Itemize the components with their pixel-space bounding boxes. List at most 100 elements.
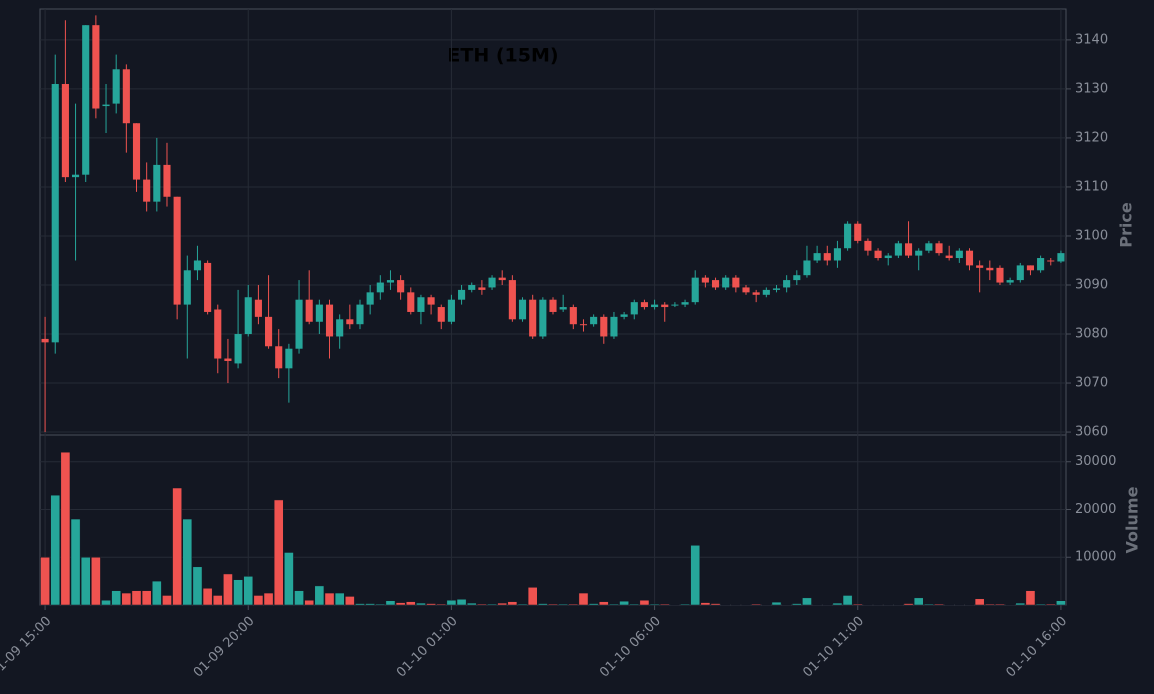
volume-bar bbox=[700, 602, 711, 606]
volume-bar bbox=[405, 601, 416, 606]
volume-bar bbox=[223, 573, 233, 606]
candle-body bbox=[864, 240, 872, 251]
candle-body bbox=[346, 319, 354, 325]
candle-body bbox=[417, 297, 425, 312]
volume-bar bbox=[284, 552, 294, 606]
volume-bar bbox=[588, 603, 599, 606]
candle-body bbox=[397, 280, 405, 293]
volume-bar bbox=[395, 602, 406, 606]
volume-bar bbox=[802, 597, 812, 606]
volume-bar bbox=[507, 601, 518, 606]
candle-body bbox=[793, 275, 801, 281]
candle-body bbox=[386, 280, 395, 283]
volume-bar bbox=[487, 603, 497, 606]
candle-body bbox=[427, 297, 435, 305]
volume-bar bbox=[619, 600, 629, 606]
volume-bar bbox=[233, 579, 243, 606]
candle-body bbox=[1047, 260, 1055, 262]
candle-body bbox=[254, 299, 262, 317]
candle-body bbox=[894, 243, 902, 256]
candle-body bbox=[1037, 258, 1045, 271]
candle-body bbox=[742, 287, 750, 293]
volume-bar bbox=[111, 590, 122, 606]
volume-bar bbox=[924, 603, 934, 606]
volume-bar bbox=[192, 566, 203, 606]
candle-body bbox=[874, 250, 882, 259]
candle-body bbox=[844, 223, 852, 249]
candle-body bbox=[915, 250, 923, 256]
volume-bar bbox=[243, 576, 254, 606]
y-tick-label: 3070 bbox=[1075, 376, 1108, 391]
candle-body bbox=[92, 25, 100, 109]
volume-bar bbox=[995, 603, 1005, 606]
volume-bar bbox=[842, 595, 853, 606]
volume-bar bbox=[903, 603, 914, 606]
candle-body bbox=[976, 265, 984, 268]
candle-body bbox=[722, 277, 730, 288]
candle-body bbox=[783, 280, 791, 288]
candle-body bbox=[265, 316, 273, 347]
candle-body bbox=[224, 358, 232, 361]
volume-bar bbox=[639, 599, 650, 606]
volume-bar bbox=[659, 603, 670, 606]
y-tick-label: 3060 bbox=[1075, 425, 1108, 440]
volume-bar bbox=[141, 590, 152, 606]
candle-body bbox=[112, 69, 120, 104]
volume-bar bbox=[253, 595, 264, 606]
volume-bar bbox=[385, 600, 396, 606]
volume-bar bbox=[60, 451, 71, 606]
volume-bar bbox=[202, 588, 213, 606]
price-frame bbox=[39, 8, 1067, 436]
x-tick-label: 01-09 15:00 bbox=[0, 614, 54, 681]
volume-bar bbox=[212, 595, 223, 606]
volume-tick-label: 20000 bbox=[1075, 502, 1116, 517]
candle-body bbox=[579, 324, 588, 326]
volume-bar bbox=[314, 585, 325, 606]
candle-body bbox=[437, 307, 445, 322]
volume-bar bbox=[1045, 603, 1056, 606]
y-tick-label: 3100 bbox=[1075, 228, 1108, 243]
volume-tick-label: 10000 bbox=[1075, 550, 1116, 565]
volume-bar bbox=[121, 592, 132, 606]
x-tick-label: 01-10 11:00 bbox=[800, 614, 867, 681]
candle-body bbox=[82, 25, 90, 175]
candle-body bbox=[732, 277, 740, 288]
candle-body bbox=[945, 255, 953, 259]
volume-bar bbox=[456, 599, 467, 606]
volume-bar bbox=[172, 487, 182, 606]
candle-body bbox=[590, 316, 598, 325]
candle-body bbox=[935, 243, 943, 254]
x-tick-label: 01-09 20:00 bbox=[191, 614, 258, 681]
candle-body bbox=[904, 243, 913, 256]
volume-bar bbox=[974, 598, 985, 606]
candle-body bbox=[234, 334, 242, 364]
volume-bar bbox=[852, 603, 863, 606]
candle-body bbox=[549, 299, 557, 312]
candle-body bbox=[569, 307, 577, 325]
volume-bar bbox=[40, 556, 50, 606]
volume-bar bbox=[771, 601, 782, 606]
volume-bar bbox=[375, 603, 386, 606]
candle-body bbox=[752, 292, 760, 295]
candle-body bbox=[275, 346, 283, 369]
candle-body bbox=[884, 255, 892, 259]
candle-body bbox=[407, 292, 415, 312]
candle-body bbox=[366, 292, 374, 305]
candle-body bbox=[488, 277, 496, 288]
volume-bar bbox=[791, 603, 802, 606]
candle-body bbox=[610, 316, 618, 337]
volume-bar bbox=[751, 603, 761, 606]
volume-bar bbox=[1056, 600, 1066, 606]
candle-body bbox=[458, 289, 466, 300]
volume-bar bbox=[162, 595, 172, 606]
candle-body bbox=[823, 253, 831, 261]
candle-body bbox=[508, 280, 516, 320]
candle-body bbox=[772, 288, 781, 290]
candle-body bbox=[204, 262, 212, 312]
volume-bar bbox=[263, 592, 274, 606]
candle-body bbox=[711, 280, 720, 288]
candle-body bbox=[600, 316, 608, 337]
candle-body bbox=[701, 277, 709, 283]
candle-body bbox=[803, 260, 811, 276]
candle-body bbox=[153, 164, 161, 202]
